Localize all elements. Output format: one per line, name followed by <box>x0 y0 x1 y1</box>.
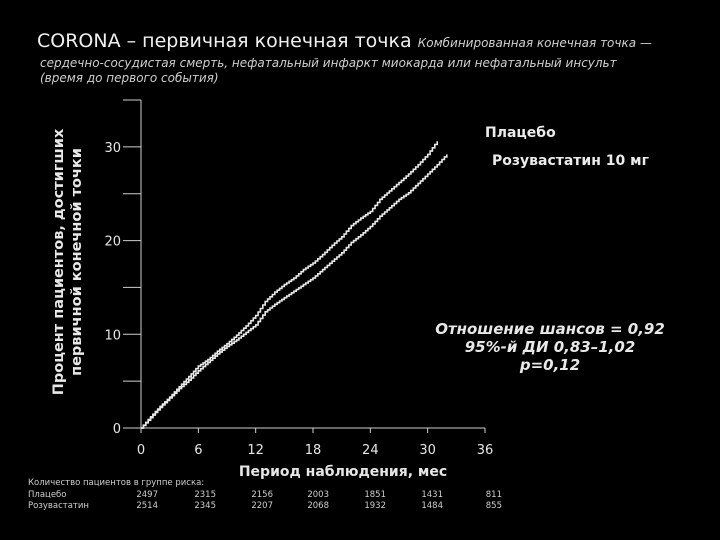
series-label-rosuvastatin: Розувастатин 10 мг <box>492 153 649 169</box>
risk-cell: 2003 <box>307 490 329 500</box>
title-note: Комбинированная конечная точка — <box>417 36 652 50</box>
risk-cell: 2345 <box>194 501 216 511</box>
x-tick-label: 30 <box>419 443 436 458</box>
risk-cell: 2497 <box>136 490 158 500</box>
subtitle-line-2: (время до первого события) <box>40 71 219 85</box>
y-tick-label: 10 <box>104 328 121 343</box>
risk-cell: 1932 <box>364 501 386 511</box>
subtitle-line-1: сердечно-сосудистая смерть, нефатальный … <box>40 56 617 70</box>
x-tick-label: 6 <box>194 443 202 458</box>
y-tick-label: 0 <box>113 422 121 437</box>
risk-cell: 2068 <box>307 501 329 511</box>
x-tick-label: 0 <box>137 443 145 458</box>
risk-cell: 855 <box>485 501 502 511</box>
x-axis-label: Период наблюдения, мес <box>239 464 447 480</box>
x-tick-label: 12 <box>247 443 264 458</box>
x-tick-label: 24 <box>362 443 379 458</box>
hazard-ratio-annotation: Отношение шансов = 0,92 95%-й ДИ 0,83–1,… <box>400 320 700 374</box>
risk-cell: 1484 <box>421 501 443 511</box>
risk-cell: 1851 <box>364 490 386 500</box>
risk-cell: 2514 <box>136 501 158 511</box>
series-line-placebo <box>141 141 438 429</box>
y-tick-label: 30 <box>104 141 121 156</box>
risk-cell: 2207 <box>251 501 273 511</box>
risk-cell: 2315 <box>194 490 216 500</box>
risk-cell: 811 <box>485 490 502 500</box>
risk-cell: 1431 <box>421 490 443 500</box>
risk-table-title: Количество пациентов в группе риска: <box>28 478 205 488</box>
risk-cell: 2156 <box>251 490 273 500</box>
series-label-placebo: Плацебо <box>485 125 556 141</box>
page-title: CORONA – первичная конечная точка Комбин… <box>37 30 652 52</box>
annotation-line-2: 95%-й ДИ 0,83–1,02 <box>464 338 636 356</box>
series-line-rosuvastatin <box>141 154 448 429</box>
annotation-line-3: p=0,12 <box>519 356 581 374</box>
annotation-line-1: Отношение шансов = 0,92 <box>435 320 665 338</box>
x-tick-label: 18 <box>305 443 322 458</box>
x-tick-label: 36 <box>477 443 494 458</box>
y-tick-label: 20 <box>104 235 121 250</box>
title-main: CORONA – первичная конечная точка <box>37 30 412 52</box>
subtitle: сердечно-сосудистая смерть, нефатальный … <box>40 56 617 86</box>
risk-row-label: Розувастатин <box>28 501 89 511</box>
risk-row-label: Плацебо <box>28 490 67 500</box>
